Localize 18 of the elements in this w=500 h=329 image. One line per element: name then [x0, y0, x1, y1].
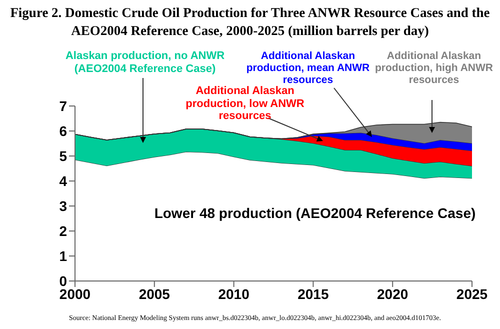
text: Additional Alaskan production, high ANWR resources: [374, 50, 494, 86]
series-label: Additional Alaskan production, low ANWR resources: [184, 85, 306, 123]
y-tick-label: 7: [59, 98, 68, 114]
y-tick-label: 5: [59, 148, 68, 164]
x-tick-label: 2010: [218, 286, 250, 302]
y-tick-label: 3: [59, 198, 68, 214]
series-label: Lower 48 production (AEO2004 Reference Case): [153, 205, 477, 222]
y-tick-label: 4: [59, 172, 68, 189]
x-tick-label: 2005: [138, 286, 170, 302]
y-tick-label: 6: [59, 122, 68, 139]
y-tick-label: 2: [59, 222, 68, 239]
x-tick-label: 2025: [456, 286, 488, 302]
text: Alaskan production, no ANWR (AEO2004 Reference Case): [64, 50, 226, 76]
text: Additional Alaskan production, mean ANWR resources: [246, 50, 371, 86]
x-tick-label: 2020: [377, 286, 408, 302]
y-tick-label: 1: [59, 248, 68, 264]
x-tick-label: 2015: [298, 286, 329, 302]
chart-title: Figure 2. Domestic Crude Oil Production for Three ANWR Resource Cases and the AEO2004 Reference Case, 2000-2025 (million barrels per day): [9, 4, 491, 40]
